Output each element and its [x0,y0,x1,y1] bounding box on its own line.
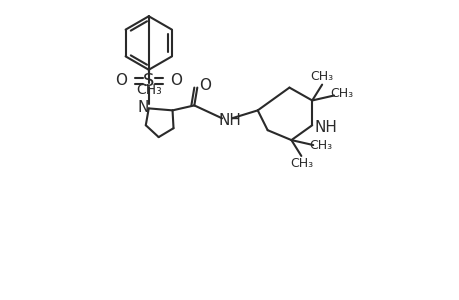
Text: CH₃: CH₃ [289,158,312,170]
Text: O: O [170,73,182,88]
Text: NH: NH [314,120,337,135]
Text: O: O [115,73,127,88]
Text: CH₃: CH₃ [309,139,332,152]
Text: N: N [137,100,148,115]
Text: NH: NH [218,113,241,128]
Text: CH₃: CH₃ [135,82,161,97]
Text: CH₃: CH₃ [310,70,333,83]
Text: CH₃: CH₃ [330,87,353,100]
Text: S: S [143,72,154,90]
Text: O: O [199,78,211,93]
